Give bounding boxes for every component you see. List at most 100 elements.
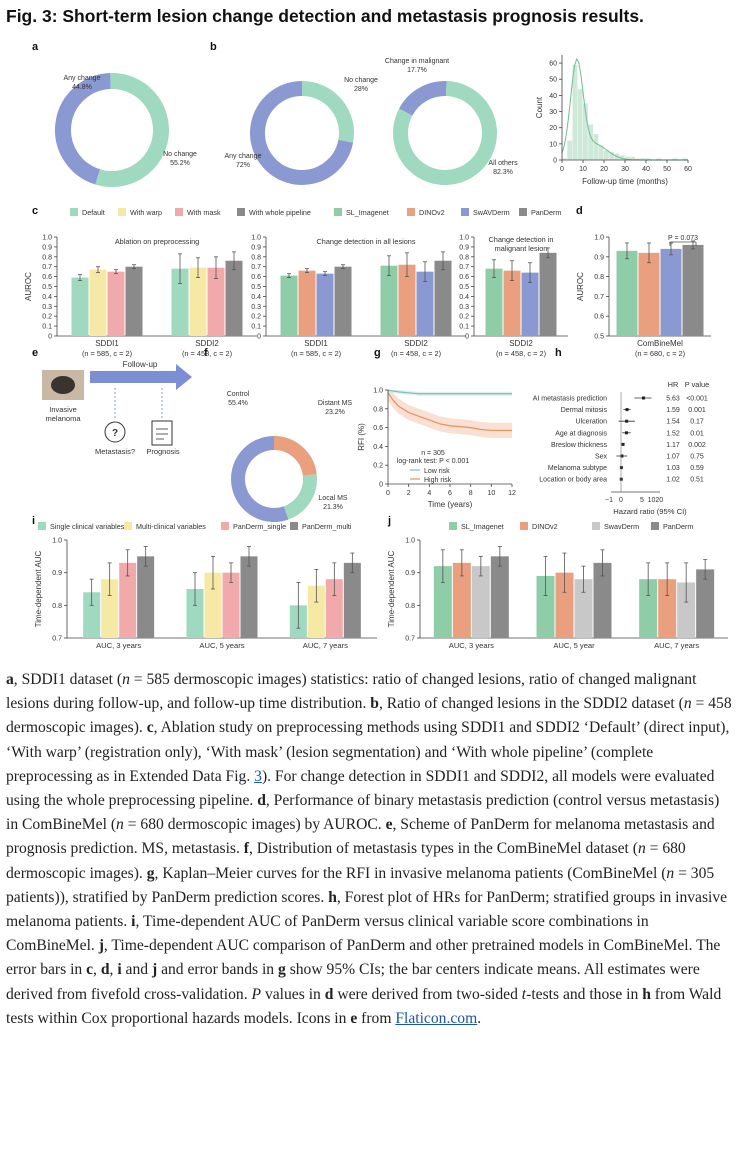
panel-subtitle: Change detection in all lesions [317,237,416,246]
donut-slice [231,436,289,522]
x-tick-label: 8 [469,490,473,497]
y-tick-label: 0.8 [594,274,604,281]
donut-b1: No change 28% Any change 72% [225,77,378,185]
metastasis-icon [104,421,126,443]
y-tick-label: 0.3 [251,304,261,311]
hist-bar [630,156,636,160]
x-tick-label: −1 [605,497,613,504]
y-tick-label: 0 [553,158,557,165]
category-label: AUC, 7 years [303,641,348,650]
y-tick-label: 0.5 [459,284,469,291]
lesion-spot [51,376,75,394]
legend-label: SL_Imagenet [346,208,389,217]
km-test-label: log-rank test: P < 0.001 [397,458,470,465]
category-sublabel: (n = 680, c = 2) [635,349,685,358]
legend-swatch [334,208,342,216]
slice-label: No change [344,77,378,84]
y-axis-label: Time-dependent AUC [387,550,396,627]
bar [521,272,539,336]
legend-label: With warp [130,208,162,217]
legend-label: PanDerm_multi [302,522,352,531]
bar [280,275,298,336]
panel-subtitle: malignant lesion [495,244,548,253]
melanoma-label: melanoma [45,414,81,423]
x-tick-label: 1020 [648,497,664,504]
legend-label: SwAVDerm [473,208,510,217]
y-tick-label: 0.8 [373,406,383,413]
bar [616,250,638,336]
x-tick-label: 0 [560,166,564,173]
legend-label: With mask [187,208,221,217]
legend-swatch [290,522,298,530]
km-plot-g: 0 2 4 6 8 10 12 0 0.2 0.4 0.6 0.8 1.0 Time (years) RFI… [357,388,516,510]
forest-row-label: Dermal mitosis [561,407,608,414]
y-tick-label: 0.8 [405,603,415,610]
slice-label: All others [488,160,518,167]
slice-percent: 82.3% [493,169,513,176]
bar [71,277,89,336]
legend-swatch [70,208,78,216]
category-label: SDDI1 [95,339,119,348]
slice-label: Any change [64,75,101,82]
bar [222,572,240,638]
x-axis-label: Hazard ratio (95% CI) [613,507,687,516]
hist-bar [598,145,604,160]
y-tick-label: 0.3 [42,304,52,311]
y-tick-label: 0.1 [459,324,469,331]
x-tick-label: 30 [621,166,629,173]
bar-chart-c-malignant: 0 0.1 0.2 0.3 0.4 0.5 0.6 0.7 0.8 0.9 1.0 SDDI2(n =… [459,235,568,358]
bar [119,562,137,638]
hist-bar [593,134,599,160]
forest-p-value: 0.01 [690,430,704,437]
y-tick-label: 1.0 [373,388,383,395]
forest-row-label: Melanoma subtype [548,465,607,472]
x-tick-label: 10 [579,166,587,173]
slice-percent: 55.2% [170,160,190,167]
y-tick-label: 1.0 [42,235,52,242]
category-label: AUC, 7 years [654,641,699,650]
p-value-annotation: P = 0.073 [668,235,698,242]
forest-p-value: 0.001 [688,407,706,414]
legend-swatch [651,522,659,530]
km-curve [387,392,512,432]
x-tick-label: 5 [640,497,644,504]
legend-label: PanDerm [663,522,693,531]
bar [658,579,677,638]
y-tick-label: 0.6 [42,274,52,281]
y-tick-label: 0.5 [594,334,604,341]
hist-bar [635,158,641,160]
follow-up-arrow-body [90,371,176,383]
y-tick-label: 0.7 [594,294,604,301]
legend-label: SL_Imagenet [461,522,504,531]
y-tick-label: 0.2 [251,314,261,321]
legend-label: DINOv2 [532,522,558,531]
bar [539,252,557,336]
y-axis-label: Count [535,96,544,118]
legend-label: SwavDerm [604,522,639,531]
bar [334,266,352,336]
donut-b2: Change in malignant 17.7% All others 82.3% [385,58,518,185]
x-tick-label: 60 [684,166,692,173]
category-label: SDDI1 [304,339,328,348]
y-tick-label: 0.2 [373,463,383,470]
bar [316,273,334,336]
forest-plot-h: HR P value AI metastasis prediction 5.63 <0.… [533,380,710,516]
forest-hr-value: 1.02 [666,477,680,484]
bar [207,267,225,336]
y-tick-label: 0.5 [251,284,261,291]
panel-subtitle: Change detection in [489,235,554,244]
y-tick-label: 0.4 [373,444,383,451]
y-axis-label: RFI (%) [357,423,366,451]
bar [107,271,125,336]
bar [471,566,490,638]
forest-row-label: Breslow thickness [551,442,608,449]
legend-label: High risk [424,477,452,484]
panel-letter-g: g [374,347,381,359]
category-label: SDDI2 [509,339,533,348]
forest-hr-value: 1.03 [666,465,680,472]
legend-label: PanDerm_single [233,522,286,531]
hist-bar [572,64,578,160]
figure-svg: a b c d e f g h i j Any change 44.8% No change 55.2% N… [24,41,728,650]
follow-up-label: Follow-up [123,360,158,369]
y-tick-label: 0.7 [42,264,52,271]
